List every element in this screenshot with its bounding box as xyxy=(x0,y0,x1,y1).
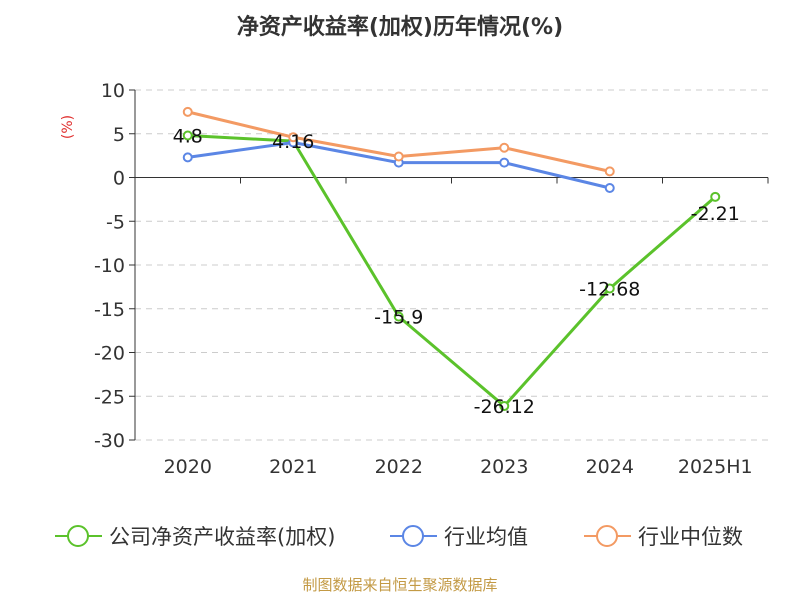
legend-label: 行业中位数 xyxy=(638,525,743,549)
data-point xyxy=(710,191,721,202)
x-tick-label: 2025H1 xyxy=(678,456,753,478)
legend-marker xyxy=(596,525,618,547)
y-tick-label: -30 xyxy=(94,430,125,452)
data-label: -12.68 xyxy=(579,278,640,300)
y-tick-label: -25 xyxy=(94,386,125,408)
y-tick-label: -20 xyxy=(94,343,125,365)
series-lines xyxy=(182,106,721,412)
legend-marker xyxy=(402,525,424,547)
y-tick-label: -15 xyxy=(94,299,125,321)
axes: 10 5 0 -5 -10 -15 -20 -25 -30 2020 2021 2022 2023 202… xyxy=(94,80,769,478)
x-tick-label: 2023 xyxy=(480,456,528,478)
data-point xyxy=(182,152,193,163)
y-tick-label: 0 xyxy=(113,168,125,190)
data-point xyxy=(499,157,510,168)
legend-marker xyxy=(67,525,89,547)
x-tick-label: 2022 xyxy=(375,456,423,478)
data-point xyxy=(182,130,193,141)
data-label: -15.9 xyxy=(374,307,423,329)
data-point xyxy=(499,401,510,412)
y-tick-label: -5 xyxy=(106,211,125,233)
data-point xyxy=(604,166,615,177)
chart-title: 净资产收益率(加权)历年情况(%) xyxy=(237,14,563,40)
legend: 公司净资产收益率(加权) 行业均值 行业中位数 xyxy=(55,525,743,549)
data-labels: 4.8 4.16 -15.9 -26.12 -12.68 -2.21 xyxy=(173,126,740,419)
x-tick-label: 2024 xyxy=(586,456,634,478)
data-point xyxy=(604,283,615,294)
data-point xyxy=(393,151,404,162)
x-tick-label: 2021 xyxy=(269,456,317,478)
source-note: 制图数据来自恒生聚源数据库 xyxy=(302,576,498,594)
grid-lines xyxy=(135,89,768,441)
data-point xyxy=(604,183,615,193)
legend-label: 行业均值 xyxy=(444,525,528,549)
data-point xyxy=(393,311,404,322)
data-label: 4.16 xyxy=(272,131,314,153)
legend-label: 公司净资产收益率(加权) xyxy=(109,525,335,549)
data-point xyxy=(288,132,299,143)
data-label: -2.21 xyxy=(691,203,740,225)
y-tick-label: 10 xyxy=(101,80,125,102)
data-label: -26.12 xyxy=(474,396,535,418)
x-tick-label: 2020 xyxy=(164,456,212,478)
series-line xyxy=(187,134,717,408)
y-tick-label: 5 xyxy=(113,124,125,146)
y-axis-unit-label: (%) xyxy=(60,115,76,139)
data-point xyxy=(182,106,193,117)
data-label: 4.8 xyxy=(173,126,203,148)
data-point xyxy=(499,142,510,153)
y-tick-label: -10 xyxy=(94,255,125,277)
